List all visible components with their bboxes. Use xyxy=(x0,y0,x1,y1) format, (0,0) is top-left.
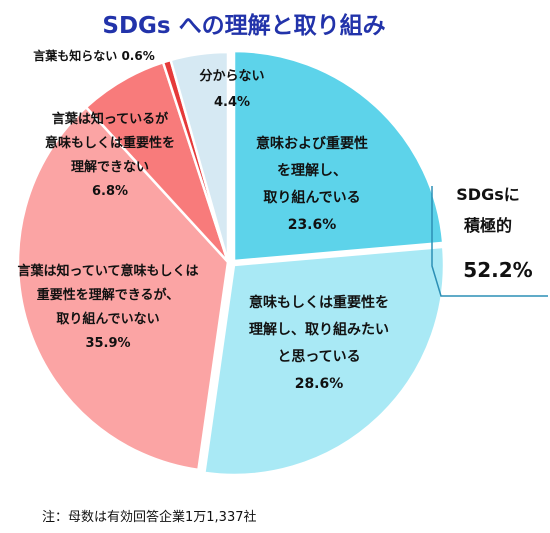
slice-labels: 意味および重要性を理解し、取り組んでいる23.6%意味もしくは重要性を理解し、取… xyxy=(18,48,389,392)
slice-label-aware-not-understand: 言葉は知っているが xyxy=(52,111,168,127)
slice-value-unknown: 4.4% xyxy=(214,95,250,110)
slice-label-unaware: 言葉も知らない 0.6% xyxy=(33,48,154,63)
slice-label-understand-not-engaged: 取り組んでいない xyxy=(56,311,159,327)
slice-label-understand-not-engaged: 言葉は知っていて意味もしくは xyxy=(18,263,199,279)
slice-value-willing: 28.6% xyxy=(295,376,344,392)
slice-label-aware-not-understand: 理解できない xyxy=(71,159,149,175)
slice-label-unknown: 分からない xyxy=(199,68,264,84)
slice-label-willing: 意味もしくは重要性を xyxy=(249,294,389,311)
slice-label-engaged: を理解し、 xyxy=(277,162,347,179)
footnote: 注：母数は有効回答企業1万1,337社 xyxy=(42,510,257,525)
slice-label-understand-not-engaged: 重要性を理解できるが、 xyxy=(37,287,179,303)
slice-value-engaged: 23.6% xyxy=(288,217,337,233)
pie-slice-understand-not-engaged xyxy=(16,105,230,472)
pie-slice-engaged xyxy=(232,49,445,263)
callout-label-line-1: SDGsに xyxy=(456,185,519,204)
pie-slices xyxy=(16,49,446,477)
slice-label-engaged: 取り組んでいる xyxy=(263,189,360,206)
chart-title: SDGs への理解と取り組み xyxy=(102,12,385,39)
pie-slice-unknown xyxy=(169,50,230,263)
slice-label-engaged: 意味および重要性 xyxy=(256,135,368,152)
callout-label-line-2: 積極的 xyxy=(463,216,512,235)
slice-value-understand-not-engaged: 35.9% xyxy=(85,336,130,351)
slice-label-aware-not-understand: 意味もしくは重要性を xyxy=(45,135,175,151)
slice-label-willing: 理解し、取り組みたい xyxy=(249,321,389,338)
callout-bracket xyxy=(431,186,548,297)
slice-value-aware-not-understand: 6.8% xyxy=(92,184,128,199)
sdgs-callout: SDGsに 積極的 52.2% xyxy=(431,185,548,297)
callout-value: 52.2% xyxy=(463,258,532,282)
slice-label-willing: と思っている xyxy=(277,349,360,365)
pie-slice-willing xyxy=(202,245,446,477)
